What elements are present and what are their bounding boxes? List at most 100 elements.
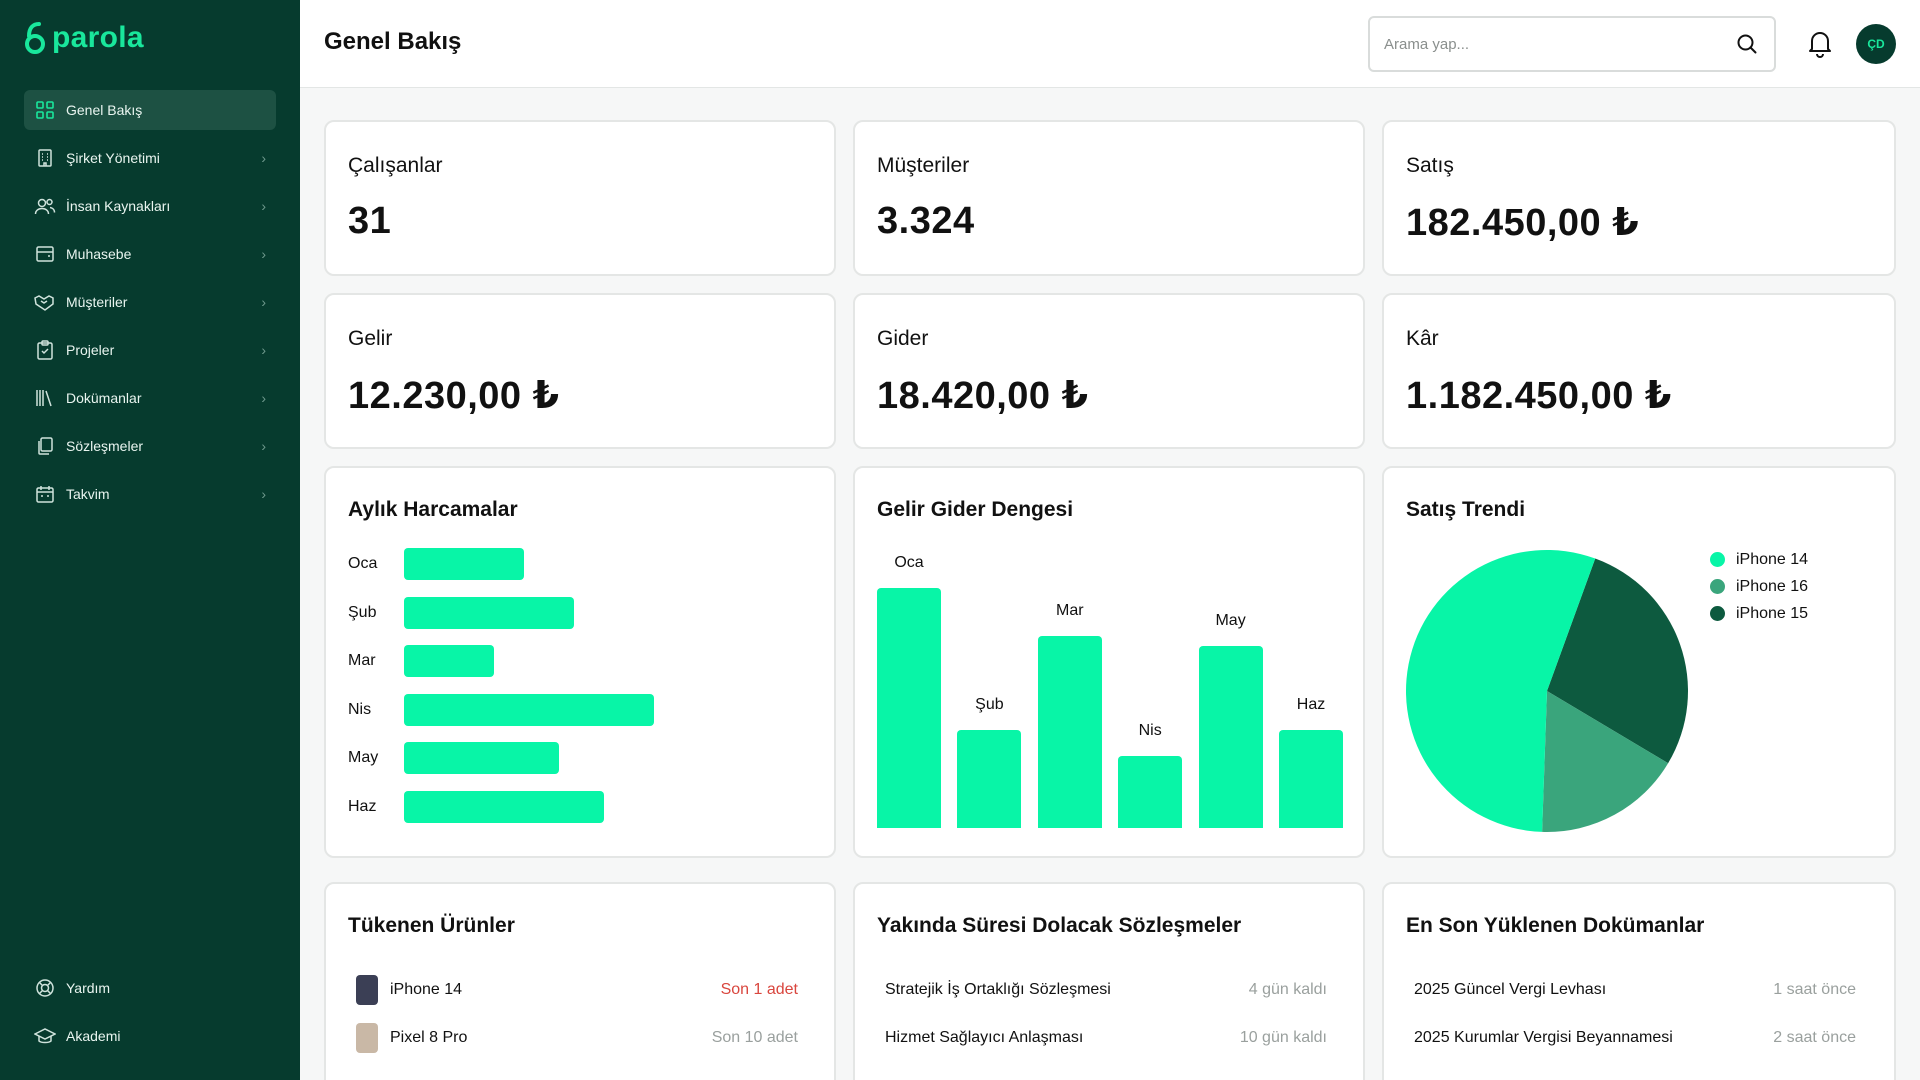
pie-slice[interactable] [1542,691,1669,832]
users-icon [34,195,56,217]
sidebar-item-musteriler[interactable]: Müşteriler › [24,282,276,322]
bar-label: Şub [348,603,377,621]
logo-text: parola [52,21,144,54]
bar-label: Nis [348,700,372,718]
chevron-right-icon: › [261,198,266,214]
list-item[interactable]: 2025 Güncel Vergi Levhası 1 saat önce [1406,966,1864,1014]
sidebar-item-genel-bakis[interactable]: Genel Bakış [24,90,276,130]
sidebar-item-label: Akademi [66,1028,121,1044]
bar[interactable] [1279,729,1343,828]
page-title: Genel Bakış [324,28,462,55]
sidebar-item-sirket-yonetimi[interactable]: Şirket Yönetimi › [24,138,276,178]
bar[interactable] [957,729,1022,828]
bar[interactable] [1198,645,1263,828]
notification-bell-icon[interactable] [1806,28,1834,58]
list-item[interactable]: Hizmet Sağlayıcı Anlaşması 10 gün kaldı [877,1014,1335,1062]
app-logo[interactable]: parola [24,20,144,56]
sidebar-item-label: Dokümanlar [66,390,142,406]
stat-value: 12.230,00 ₺ [348,375,560,417]
list-item[interactable]: iPhone 14 Son 1 adet [348,966,806,1014]
contract-list: Stratejik İş Ortaklığı Sözleşmesi 4 gün … [877,966,1335,1062]
bar-label: May [1215,611,1246,629]
document-name: 2025 Kurumlar Vergisi Beyannamesi [1414,1029,1673,1046]
card-expiring-contracts: Yakında Süresi Dolacak Sözleşmeler Strat… [853,882,1365,1080]
legend-dot [1710,606,1725,621]
sidebar-item-label: Şirket Yönetimi [66,150,160,166]
product-thumbnail [356,975,378,1005]
card-title: Tükenen Ürünler [348,914,515,937]
card-out-of-stock: Tükenen Ürünler iPhone 14 Son 1 adet Pix… [324,882,836,1080]
bar[interactable] [404,790,604,823]
card-title: En Son Yüklenen Dokümanlar [1406,914,1705,937]
bar-label: May [348,749,379,766]
bar[interactable] [877,588,941,828]
pie-slice[interactable] [1547,558,1688,764]
search-input[interactable] [1384,35,1734,53]
legend-item: iPhone 16 [1710,573,1808,600]
contract-name: Hizmet Sağlayıcı Anlaşması [885,1029,1084,1046]
bar-label: Şub [975,695,1004,713]
bar[interactable] [404,742,559,774]
sidebar-item-projeler[interactable]: Projeler › [24,330,276,370]
sidebar-item-dokumanlar[interactable]: Dokümanlar › [24,378,276,418]
days-left: 10 gün kaldı [1239,1029,1327,1046]
bar[interactable] [404,596,574,629]
chart-title: Gelir Gider Dengesi [877,498,1074,521]
stat-title: Çalışanlar [348,154,443,177]
stat-card-customers: Müşteriler 3.324 [853,120,1365,276]
bar-label: Haz [348,797,377,815]
sidebar-item-insan-kaynaklari[interactable]: İnsan Kaynakları › [24,186,276,226]
hbar-row: Nis [348,693,654,726]
sidebar-item-muhasebe[interactable]: Muhasebe › [24,234,276,274]
chevron-right-icon: › [261,294,266,310]
search-icon[interactable] [1734,31,1760,57]
hbar-row: May [348,742,559,774]
stat-card-income: Gelir 12.230,00 ₺ [324,293,836,449]
hbar-row: Şub [348,596,574,629]
sidebar-item-takvim[interactable]: Takvim › [24,474,276,514]
list-item[interactable]: Stratejik İş Ortaklığı Sözleşmesi 4 gün … [877,966,1335,1014]
legend-dot [1710,552,1725,567]
lifebuoy-icon [34,977,56,999]
bar[interactable] [1037,636,1102,828]
books-icon [34,387,56,409]
stat-value: 3.324 [877,200,975,242]
chevron-right-icon: › [261,246,266,262]
calendar-icon [34,483,56,505]
legend-label: iPhone 14 [1736,550,1809,568]
bar[interactable] [1118,756,1183,828]
contract-name: Stratejik İş Ortaklığı Sözleşmesi [885,981,1111,998]
list-item[interactable]: Pixel 8 Pro Son 10 adet [348,1014,806,1062]
stat-card-expense: Gider 18.420,00 ₺ [853,293,1365,449]
product-name: iPhone 14 [390,981,463,998]
sidebar-item-sozlesmeler[interactable]: Sözleşmeler › [24,426,276,466]
stock-status: Son 1 adet [720,981,798,998]
logo-icon [25,22,45,54]
stock-status: Son 10 adet [711,1029,798,1046]
chevron-right-icon: › [261,342,266,358]
legend-label: iPhone 15 [1736,604,1809,622]
stat-value: 1.182.450,00 ₺ [1406,375,1672,417]
stat-title: Satış [1406,154,1454,177]
hbar-row: Haz [348,790,604,823]
stat-card-sales: Satış 182.450,00 ₺ [1382,120,1896,276]
bar[interactable] [404,645,494,677]
list-item[interactable]: 2025 Kurumlar Vergisi Beyannamesi 2 saat… [1406,1014,1864,1062]
handshake-icon [34,291,56,313]
chevron-right-icon: › [261,150,266,166]
chart-card-sales-trend: Satış Trendi iPhone 14 iPhone 16 iPhone 15 [1382,466,1896,858]
sidebar-item-yardim[interactable]: Yardım [24,968,276,1008]
sidebar-item-akademi[interactable]: Akademi [24,1016,276,1056]
bar[interactable] [404,548,524,580]
stat-title: Gelir [348,327,393,350]
days-left: 4 gün kaldı [1248,981,1327,998]
bar-label: Oca [348,555,378,572]
card-recent-documents: En Son Yüklenen Dokümanlar 2025 Güncel V… [1382,882,1896,1080]
document-list: 2025 Güncel Vergi Levhası 1 saat önce 20… [1406,966,1864,1062]
stat-title: Gider [877,327,929,350]
documents-copy-icon [34,435,56,457]
bar[interactable] [404,693,654,726]
user-avatar[interactable]: ÇD [1856,24,1896,64]
chart-card-income-expense: Gelir Gider Dengesi Oca Şub Mar Nis May Haz [853,466,1365,858]
pie-slice[interactable] [1405,549,1596,832]
